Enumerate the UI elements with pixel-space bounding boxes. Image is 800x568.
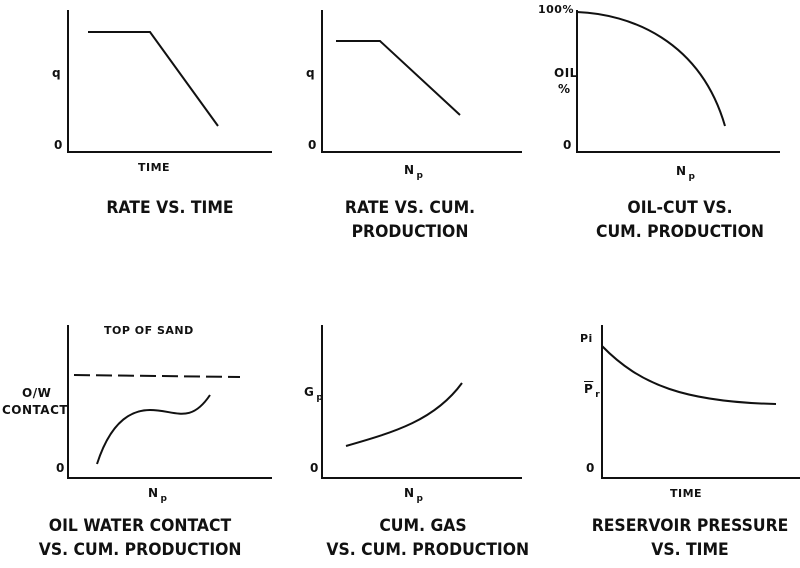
rate-curve (88, 31, 219, 127)
panel-reservoir-pressure (601, 325, 800, 479)
chart-title: OIL-CUT VS. CUM. PRODUCTION (596, 198, 764, 242)
y-zero-label: 0 (54, 138, 63, 152)
pressure-curve (601, 345, 777, 405)
chart-title: CUM. GAS VS. CUM. PRODUCTION (326, 516, 530, 560)
y-zero-label: 0 (563, 138, 572, 152)
axes (601, 325, 800, 479)
panel-oil-cut (576, 10, 780, 153)
y-axis-label: q (52, 66, 62, 80)
x-axis-label: TIME (670, 487, 703, 500)
panel-rate-vs-cum (321, 10, 522, 153)
cum-gas-curve (345, 382, 463, 447)
owc-curve (96, 394, 211, 465)
y-top-label: 100% (538, 3, 574, 16)
panel-rate-vs-time (67, 10, 272, 153)
axes (67, 10, 272, 153)
top-of-sand-line (73, 374, 241, 378)
axes (67, 325, 272, 479)
y-zero-label: 0 (56, 461, 65, 475)
top-of-sand-annotation: TOP OF SAND (104, 324, 194, 337)
y-axis-label: % (558, 82, 571, 96)
chart-title: RATE VS. CUM. PRODUCTION (344, 198, 476, 242)
panel-cum-gas (321, 325, 522, 479)
chart-title: RATE VS. TIME (106, 198, 234, 218)
axes (321, 10, 522, 153)
chart-title: RESERVOIR PRESSURE VS. TIME (591, 516, 789, 560)
y-axis-label: CONTACT (2, 403, 69, 417)
y-axis-label: OIL (554, 66, 578, 80)
panel-owc (67, 325, 272, 479)
y-axis-label: O/W (22, 386, 52, 400)
y-zero-label: 0 (310, 461, 319, 475)
y-axis-label: q (306, 66, 316, 80)
rate-curve (336, 40, 461, 116)
axes (576, 10, 780, 153)
axes (321, 325, 522, 479)
y-zero-label: 0 (308, 138, 317, 152)
oil-cut-curve (576, 11, 726, 127)
chart-title: OIL WATER CONTACT VS. CUM. PRODUCTION (38, 516, 242, 560)
x-axis-label: TIME (138, 161, 171, 174)
y-top-label: Pi (580, 332, 593, 345)
y-zero-label: 0 (586, 461, 595, 475)
